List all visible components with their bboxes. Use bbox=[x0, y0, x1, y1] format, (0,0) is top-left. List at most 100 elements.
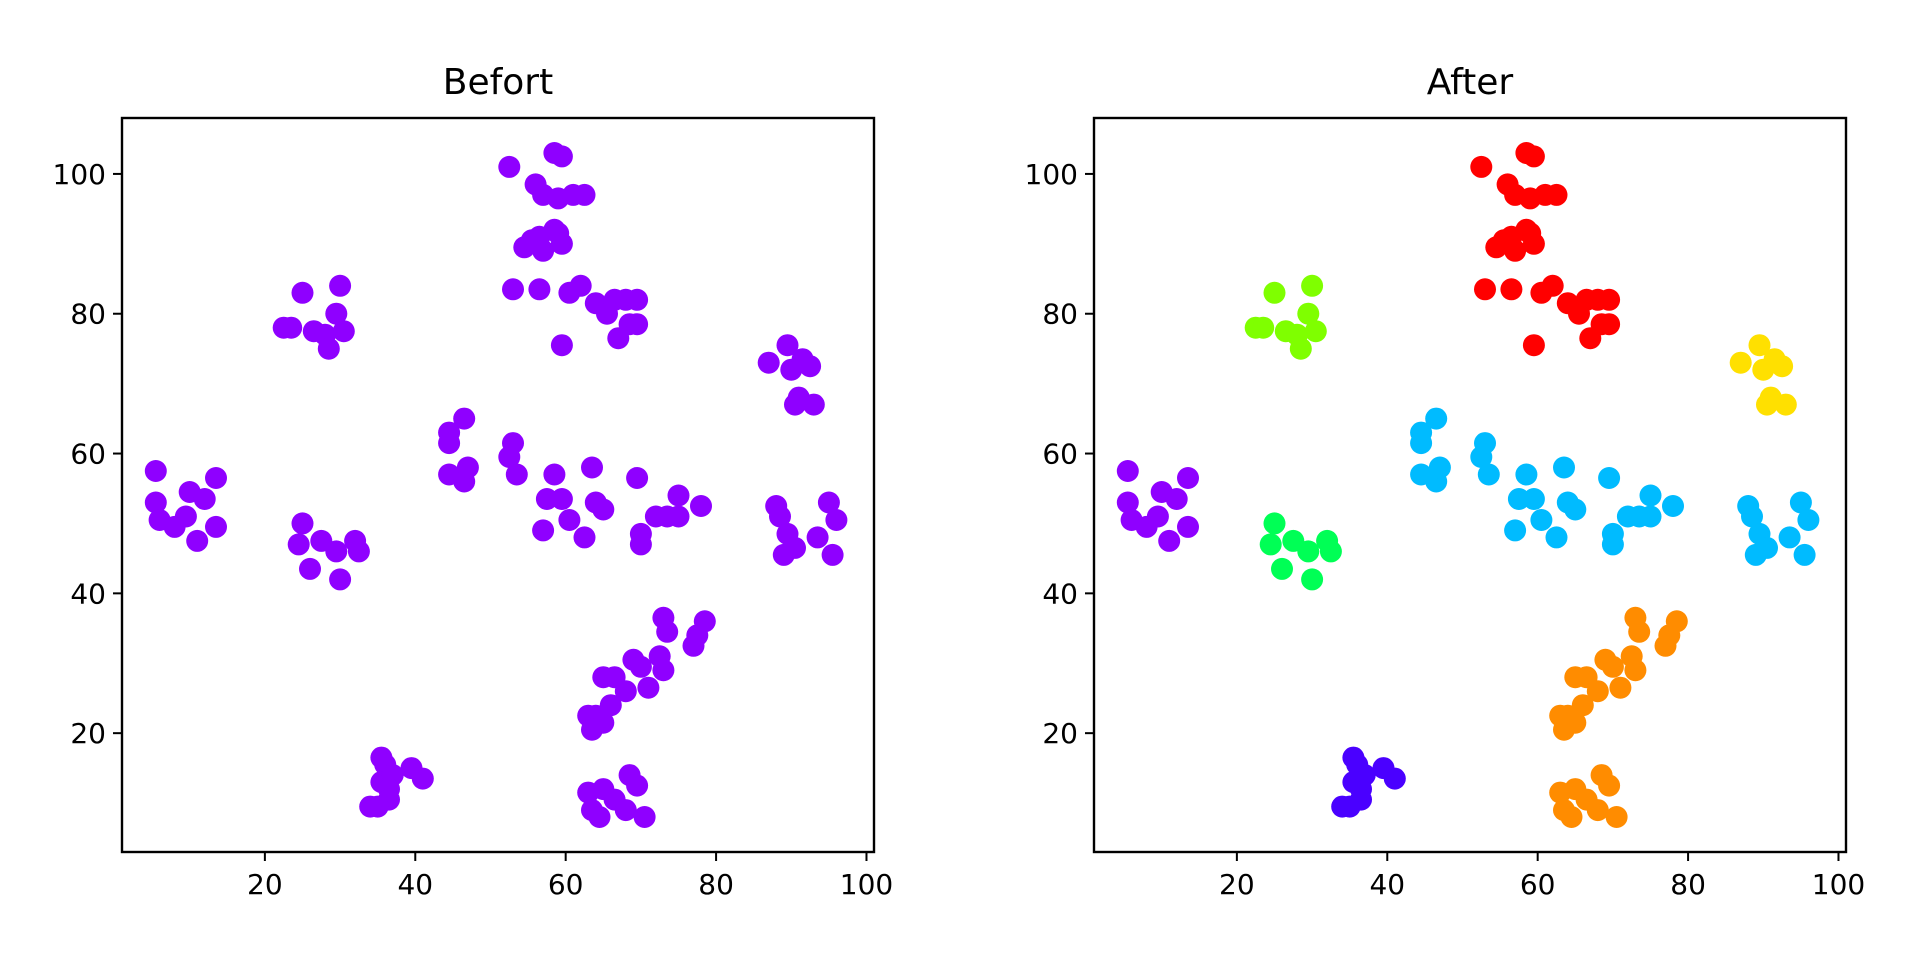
scatter-point bbox=[1665, 610, 1688, 633]
scatter-point bbox=[1522, 145, 1545, 168]
scatter-point bbox=[1158, 529, 1181, 552]
scatter-point bbox=[1586, 799, 1609, 822]
x-tick-label: 80 bbox=[698, 868, 734, 901]
y-tick-label: 60 bbox=[70, 438, 106, 471]
x-tick-label: 20 bbox=[1219, 868, 1255, 901]
scatter-point bbox=[325, 302, 348, 325]
scatter-point bbox=[1301, 274, 1324, 297]
scatter-point bbox=[1522, 232, 1545, 255]
scatter-point bbox=[1259, 533, 1282, 556]
scatter-point bbox=[550, 334, 573, 357]
scatter-point bbox=[1530, 509, 1553, 531]
scatter-point bbox=[1748, 334, 1771, 357]
scatter-point bbox=[1304, 320, 1327, 343]
scatter-point bbox=[1500, 278, 1523, 301]
scatter-point bbox=[1553, 456, 1575, 479]
scatter-point bbox=[1545, 526, 1568, 549]
scatter-point bbox=[317, 337, 340, 360]
scatter-point bbox=[637, 676, 660, 699]
scatter-point bbox=[821, 543, 844, 566]
scatter-point bbox=[1515, 463, 1538, 486]
scatter-point bbox=[280, 316, 303, 339]
scatter-point bbox=[626, 288, 649, 311]
scatter-point bbox=[1165, 488, 1188, 510]
scatter-point bbox=[1331, 795, 1354, 818]
x-tick-label: 40 bbox=[1369, 868, 1405, 901]
scatter-point bbox=[1624, 659, 1647, 682]
scatter-point bbox=[205, 467, 227, 489]
scatter-point bbox=[588, 806, 611, 828]
scatter-point bbox=[825, 509, 848, 531]
scatter-point bbox=[144, 491, 167, 514]
scatter-point bbox=[532, 239, 555, 262]
scatter-point bbox=[550, 232, 573, 255]
scatter-point bbox=[592, 498, 615, 521]
x-tick-label: 60 bbox=[1520, 868, 1556, 901]
scatter-point bbox=[1116, 491, 1139, 514]
scatter-point bbox=[453, 407, 476, 430]
scatter-point bbox=[1560, 806, 1583, 828]
scatter-point bbox=[1789, 491, 1812, 514]
chart-title-before: Befort bbox=[443, 62, 553, 103]
scatter-point bbox=[1474, 278, 1496, 301]
scatter-point bbox=[757, 351, 780, 374]
ticks-before: 20 40 60 80 100 20 40 60 80 100 bbox=[53, 158, 894, 901]
y-tick-label: 100 bbox=[1025, 158, 1078, 191]
y-tick-label: 40 bbox=[70, 577, 106, 610]
scatter-point bbox=[174, 505, 197, 528]
scatter-point bbox=[599, 694, 622, 717]
scatter-point bbox=[629, 655, 652, 678]
scatter-point bbox=[1598, 774, 1621, 797]
scatter-point bbox=[626, 313, 649, 336]
scatter-point bbox=[1729, 351, 1752, 374]
scatter-point bbox=[1252, 316, 1275, 339]
points-before bbox=[144, 142, 848, 828]
scatter-point bbox=[573, 183, 596, 206]
scatter-point bbox=[359, 795, 382, 818]
scatter-point bbox=[329, 568, 352, 591]
scatter-point bbox=[1297, 540, 1320, 563]
scatter-point bbox=[1301, 568, 1324, 591]
scatter-point bbox=[799, 355, 822, 378]
scatter-point bbox=[193, 488, 216, 510]
scatter-point bbox=[1639, 505, 1662, 528]
scatter-point bbox=[291, 512, 314, 535]
scatter-point bbox=[1319, 540, 1342, 563]
scatter-point bbox=[502, 278, 524, 301]
scatter-point bbox=[543, 463, 566, 486]
x-tick-label: 100 bbox=[840, 868, 893, 901]
x-tick-label: 80 bbox=[1670, 868, 1706, 901]
scatter-point bbox=[1146, 505, 1169, 528]
scatter-point bbox=[1609, 676, 1632, 699]
scatter-point bbox=[329, 274, 352, 297]
scatter-point bbox=[693, 610, 716, 633]
scatter-point bbox=[1470, 155, 1493, 178]
scatter-point bbox=[776, 334, 799, 357]
scatter-point bbox=[347, 540, 370, 563]
chart-title-after: After bbox=[1427, 62, 1514, 103]
scatter-point bbox=[1756, 536, 1778, 559]
scatter-point bbox=[1662, 495, 1684, 517]
scatter-point bbox=[1774, 393, 1797, 416]
scatter-point bbox=[1601, 655, 1624, 678]
scatter-point bbox=[1522, 488, 1545, 510]
scatter-point bbox=[626, 467, 649, 489]
scatter-point bbox=[1504, 239, 1527, 262]
plot-frame-before bbox=[120, 116, 876, 854]
scatter-point bbox=[667, 505, 690, 528]
scatter-point bbox=[817, 491, 840, 514]
scatter-point bbox=[581, 456, 603, 479]
scatter-point bbox=[291, 281, 314, 304]
scatter-point bbox=[1297, 302, 1320, 325]
y-tick-label: 100 bbox=[53, 158, 106, 191]
scatter-point bbox=[1564, 711, 1587, 734]
scatter-point bbox=[769, 505, 791, 528]
scatter-point bbox=[1177, 467, 1199, 489]
scatter-point bbox=[652, 659, 675, 682]
x-tick-label: 100 bbox=[1812, 868, 1865, 901]
plot-frame-after bbox=[1092, 116, 1848, 854]
scatter-point bbox=[1628, 620, 1651, 643]
scatter-point bbox=[186, 529, 209, 552]
scatter-point bbox=[1771, 355, 1794, 378]
scatter-point bbox=[1522, 334, 1545, 357]
